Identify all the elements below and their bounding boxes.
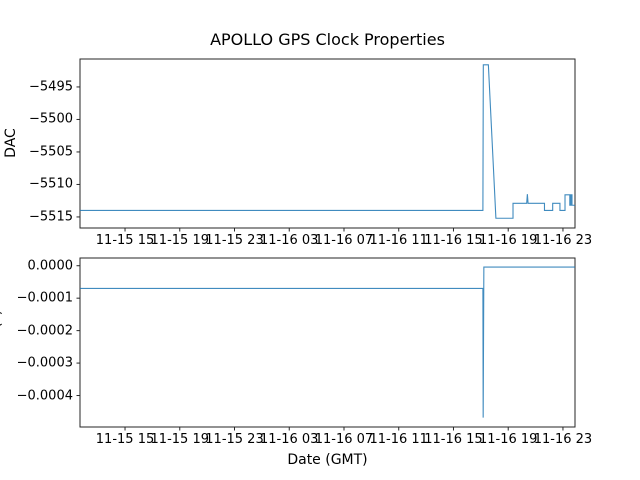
x-tick-label: 11-16 23 (533, 432, 593, 447)
x-tick-label: 11-16 19 (478, 432, 538, 447)
y-tick-label: −0.0001 (16, 290, 73, 306)
x-tick-label: 11-16 15 (424, 432, 483, 447)
x-tick-label: 11-16 11 (369, 233, 428, 248)
date-axis-label: Date (GMT) (287, 452, 368, 468)
x-tick-label: 11-15 19 (150, 432, 209, 447)
axes-spines (79, 58, 576, 229)
phase-line (80, 266, 575, 418)
y-tick-label: −5510 (29, 176, 73, 192)
x-tick-label: 11-16 19 (478, 233, 538, 248)
y-tick-label: −5500 (29, 111, 73, 127)
dac-line (80, 64, 575, 219)
dac-plot (76, 58, 576, 232)
x-tick-label: 11-15 23 (205, 233, 264, 248)
x-tick-label: 11-16 11 (369, 432, 428, 447)
chart-title: APOLLO GPS Clock Properties (210, 30, 445, 49)
x-tick-label: 11-16 03 (260, 432, 319, 447)
y-tick-label: −5515 (29, 209, 73, 225)
x-tick-label: 11-16 23 (533, 233, 593, 248)
y-tick-label: −5505 (29, 144, 73, 160)
phase-axis-label: Phase (s) (0, 309, 4, 375)
x-tick-label: 11-16 07 (314, 233, 374, 248)
y-tick-label: −0.0004 (16, 388, 73, 404)
dac-axis-label: DAC (3, 128, 19, 158)
y-tick-label: 0.0000 (27, 258, 74, 274)
x-tick-label: 11-16 15 (424, 233, 483, 248)
x-tick-label: 11-15 23 (205, 432, 264, 447)
x-tick-label: 11-15 19 (150, 233, 209, 248)
phase-plot (76, 257, 576, 431)
axes-spines (79, 257, 576, 428)
y-tick-label: −0.0003 (16, 355, 73, 371)
x-tick-label: 11-15 15 (95, 233, 155, 248)
y-tick-label: −0.0002 (16, 323, 73, 339)
x-tick-label: 11-15 15 (95, 432, 155, 447)
y-tick-label: −5495 (29, 79, 73, 95)
x-tick-label: 11-16 07 (314, 432, 374, 447)
x-tick-label: 11-16 03 (260, 233, 319, 248)
